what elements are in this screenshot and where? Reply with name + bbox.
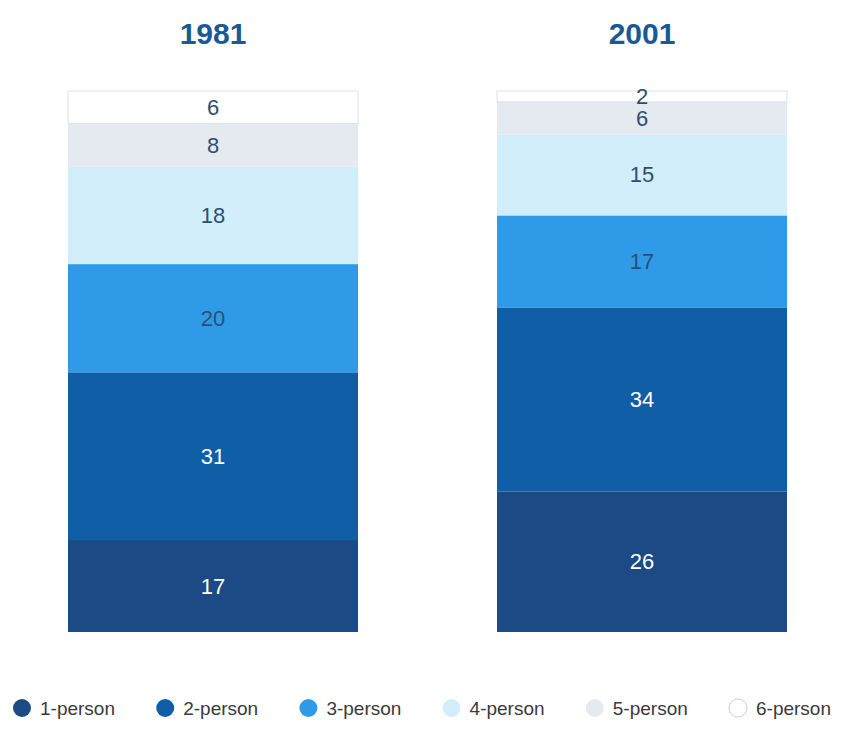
legend-label: 4-person xyxy=(470,698,545,719)
data-labels: 17312018862634171562 xyxy=(201,84,654,599)
legend: 1-person 2-person 3-person 4-person 5-person… xyxy=(13,698,831,719)
data-label: 17 xyxy=(201,574,225,599)
bar-segment xyxy=(68,123,358,166)
bar-segment xyxy=(68,91,358,123)
legend-swatch xyxy=(729,699,747,717)
bar-segment xyxy=(497,491,787,632)
legend-swatch xyxy=(299,699,317,717)
bar-segment xyxy=(68,372,358,540)
data-label: 31 xyxy=(201,444,225,469)
bar-segment xyxy=(68,264,358,372)
data-label: 15 xyxy=(630,162,654,187)
bar-segment xyxy=(497,134,787,215)
data-label: 6 xyxy=(207,95,219,120)
chart-svg: 17312018862634171562198120011-person2-pe… xyxy=(0,0,861,732)
data-label: 20 xyxy=(201,306,225,331)
bar-segment xyxy=(68,540,358,632)
data-label: 18 xyxy=(201,203,225,228)
legend-swatch xyxy=(443,699,461,717)
legend-swatch xyxy=(13,699,31,717)
data-label: 2 xyxy=(636,84,648,109)
data-label: 17 xyxy=(630,249,654,274)
data-label: 8 xyxy=(207,133,219,158)
legend-swatch xyxy=(586,699,604,717)
category-label: 1981 xyxy=(180,17,247,50)
category-label: 2001 xyxy=(609,17,676,50)
legend-swatch xyxy=(156,699,174,717)
bar-segment xyxy=(497,215,787,307)
legend-label: 2-person xyxy=(183,698,258,719)
legend-label: 6-person xyxy=(756,698,831,719)
data-label: 34 xyxy=(630,387,654,412)
data-label: 26 xyxy=(630,549,654,574)
bar-segment xyxy=(68,167,358,264)
legend-label: 3-person xyxy=(326,698,401,719)
data-label: 6 xyxy=(636,106,648,131)
legend-label: 5-person xyxy=(613,698,688,719)
bar-segment xyxy=(497,307,787,491)
legend-label: 1-person xyxy=(40,698,115,719)
bars xyxy=(68,91,787,632)
chart-container: 17312018862634171562198120011-person2-pe… xyxy=(0,0,861,732)
